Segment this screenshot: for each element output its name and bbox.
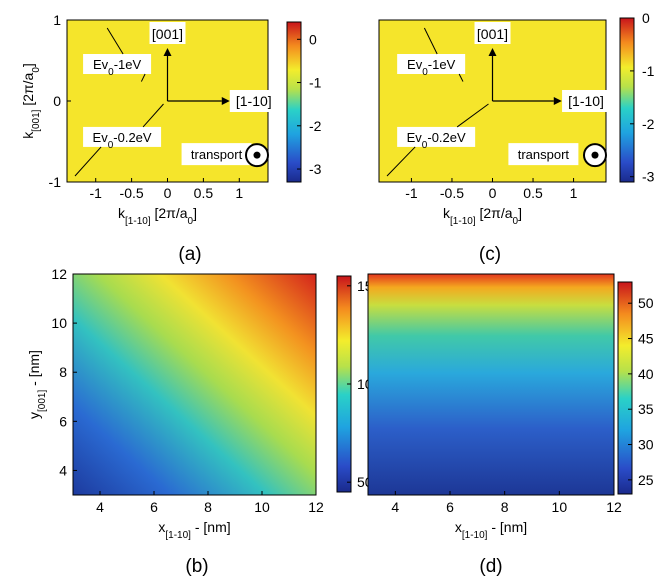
panel-c-axis-001-arrowhead (488, 48, 497, 56)
panel-c-colorbar-tick-label: -3 (642, 169, 654, 185)
panel-a-axis-001-label: [001] (152, 26, 183, 42)
panel-a-transport-label: transport (191, 147, 243, 162)
panel-a-x-axis-label: k[1-10] [2π/a0] (118, 205, 197, 227)
panel-d-x-tick-label: 10 (552, 499, 568, 515)
panel-a-colorbar-tick-label: -2 (309, 118, 322, 134)
panel-a-transport-direction-dot-icon (253, 151, 261, 159)
panel-d-x-tick-label: 12 (606, 499, 622, 515)
panel-c-ev1-leader-down (458, 73, 464, 82)
panel-a-y-tick-label: -1 (49, 174, 62, 190)
panel-c-ev02-leader-up (456, 103, 489, 128)
panel-b-x-axis-label: x[1-10] - [nm] (158, 519, 230, 541)
panel-c-x-tick-label: 0 (489, 185, 497, 201)
panel-label-a: (a) (178, 244, 201, 265)
panel-label-c: (c) (479, 244, 501, 265)
panel-c-ev02-leader-down (386, 146, 416, 177)
panel-a-ev1-box (83, 54, 152, 74)
panel-c-x-axis-label: k[1-10] [2π/a0] (443, 205, 522, 227)
panel-c-axis-110-arrowhead (553, 97, 562, 105)
panel-a-ev02-leader-up (142, 103, 164, 128)
panel-d-colorbar-tick-label: 40 (638, 366, 654, 382)
panel-d-colorbar-tick-label: 25 (638, 472, 654, 488)
panel-c-ev02-label: Ev0-0.2eV (407, 130, 466, 151)
panel-label-b: (b) (185, 556, 208, 577)
panel-c-axis-110-label: [1-10] (568, 93, 604, 109)
panel-c-colorbar-tick-label: -2 (642, 116, 654, 132)
panel-b-x-tick-label: 6 (150, 499, 158, 515)
panel-d-x-tick-label: 6 (446, 499, 454, 515)
panel-d-x-axis-label: x[1-10] - [nm] (455, 519, 527, 541)
panel-a-x-tick-label: 0 (164, 185, 172, 201)
panel-a-ev1-leader-down (140, 73, 146, 82)
panel-c-ev1-box (397, 54, 466, 74)
panel-label-d: (d) (479, 556, 502, 577)
panel-a-ev1-label: Ev0-1eV (93, 57, 142, 78)
panel-c-axis-001-label: [001] (477, 26, 508, 42)
panel-c-x-tick-label: -0.5 (440, 185, 464, 201)
panel-b-y-tick-label: 8 (59, 364, 67, 380)
panel-d-frame (367, 273, 615, 496)
panel-a-ev02-leader-down (74, 146, 102, 177)
panel-c-colorbar (619, 17, 635, 183)
panel-a-x-tick-label: -0.5 (120, 185, 144, 201)
panel-c-transport-direction-dot-icon (591, 151, 599, 159)
panel-a-ev02-box (83, 126, 162, 147)
panel-d-x-tick-label: 8 (501, 499, 509, 515)
panel-c-colorbar-tick-label: 0 (642, 10, 650, 26)
panel-a-x-tick-label: 1 (235, 185, 243, 201)
panel-b-x-tick-label: 12 (308, 499, 324, 515)
panel-a-y-tick-label: 0 (53, 93, 61, 109)
panel-b-x-tick-label: 4 (96, 499, 104, 515)
panel-b-background (73, 274, 316, 495)
panel-c-x-tick-label: 1 (570, 185, 578, 201)
panel-c-transport-label: transport (518, 147, 570, 162)
panel-a-colorbar-tick-label: -3 (309, 161, 322, 177)
panel-a-y-axis-label: k[001] [2π/a0] (20, 63, 42, 139)
panel-c-axis-110-box (562, 90, 611, 112)
panel-a-transport-box (181, 143, 252, 166)
panel-b-x-tick-label: 8 (204, 499, 212, 515)
panel-c-colorbar-tick-label: -1 (642, 63, 654, 79)
panel-a-colorbar-tick-label: -1 (309, 75, 322, 91)
panel-d-x-tick-label: 4 (391, 499, 399, 515)
panel-a-axis-110-label: [1-10] (236, 93, 272, 109)
panel-a-colorbar (286, 21, 302, 183)
panel-c-x-tick-label: -1 (405, 185, 418, 201)
panel-b-frame (72, 273, 317, 496)
panel-a-axis-110-box (229, 90, 278, 112)
panel-a-axis-110-arrowhead (221, 97, 230, 105)
panel-a-ev1-leader-up (106, 27, 124, 55)
panel-c-ev02-box (397, 126, 476, 147)
panel-d-colorbar-tick-label: 35 (638, 401, 654, 417)
panel-b-y-axis-label: y[001] - [nm] (26, 350, 48, 419)
panel-c-ev1-label: Ev0-1eV (407, 57, 456, 78)
panel-b-x-tick-label: 10 (254, 499, 270, 515)
panel-c-ev1-leader-up (423, 27, 438, 55)
panel-c-axis-001-box (474, 22, 511, 44)
panel-b-y-tick-label: 6 (59, 413, 67, 429)
panel-d-colorbar-tick-label: 50 (638, 295, 654, 311)
panel-a-x-tick-label: 0.5 (194, 185, 214, 201)
panel-b-y-tick-label: 4 (59, 462, 67, 478)
panel-c-transport-box (508, 143, 579, 166)
panel-a-colorbar-tick-label: 0 (309, 31, 317, 47)
panel-d-colorbar (617, 281, 633, 495)
panel-b-y-tick-label: 12 (51, 266, 67, 282)
panel-a-y-tick-label: 1 (53, 12, 61, 28)
panel-b-y-tick-label: 10 (51, 315, 67, 331)
panel-a-axis-001-arrowhead (163, 48, 172, 56)
panel-d-colorbar-tick-label: 30 (638, 437, 654, 453)
panel-a-x-tick-label: -1 (89, 185, 102, 201)
panel-d-background (368, 274, 614, 495)
panel-d-colorbar-tick-label: 45 (638, 331, 654, 347)
panel-a-ev02-label: Ev0-0.2eV (93, 130, 152, 151)
panel-a-axis-001-box (149, 22, 186, 44)
panel-c-x-tick-label: 0.5 (523, 185, 543, 201)
